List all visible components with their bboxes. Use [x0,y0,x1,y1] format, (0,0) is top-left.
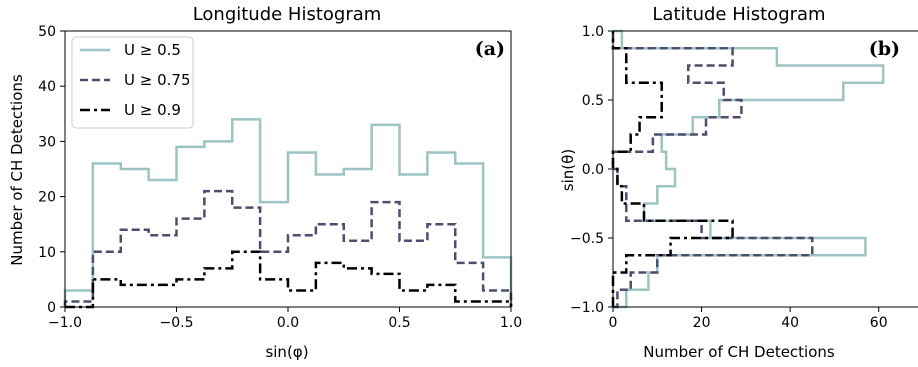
latitude-y-tick-label: 0.0 [582,162,604,178]
longitude-plot-frame [64,30,512,308]
longitude-x-tick-label: 0.5 [388,315,410,331]
latitude-series-0-step-line [613,29,885,309]
longitude-y-tick-label: 20 [38,190,56,206]
panel-label-a: (a) [475,38,505,60]
latitude-x-tick-label: 0 [609,315,618,331]
latitude-y-tick-label: 0.5 [582,93,604,109]
latitude-plot-frame [612,30,918,308]
latitude-y-tick-label: −1.0 [570,300,604,316]
latitude-x-axis-label: Number of CH Detections [643,343,835,361]
longitude-y-axis-label: Number of CH Detections [8,74,26,266]
latitude-x-tick-label: 60 [870,315,888,331]
longitude-y-tick-label: 10 [38,245,56,261]
latitude-x-tick-label: 20 [693,315,711,331]
longitude-histogram-panel: Longitude Histogram sin(φ) Number of CH … [8,4,522,361]
legend-label-u075: U ≥ 0.75 [124,71,190,89]
latitude-chart-title: Latitude Histogram [652,4,825,25]
longitude-x-tick-label: −0.5 [160,315,194,331]
longitude-series-1-step-line [63,189,513,307]
longitude-series-2-step-line [65,250,513,309]
longitude-x-axis-label: sin(φ) [265,343,308,361]
legend-box [71,36,194,129]
latitude-y-axis-label: sin(θ) [559,149,577,191]
latitude-series-2-step-line [611,31,734,307]
longitude-y-tick-label: 40 [38,79,56,95]
longitude-x-tick-label: 1.0 [500,315,522,331]
panel-label-b: (b) [869,38,900,60]
longitude-y-tick-label: 0 [47,300,56,316]
legend-label-u09: U ≥ 0.9 [124,101,181,119]
latitude-y-tick-label: −0.5 [570,231,604,247]
latitude-series-1-step-line [611,31,814,309]
longitude-chart-title: Longitude Histogram [193,4,382,25]
longitude-y-tick-label: 50 [38,24,56,40]
longitude-series-0-step-line [63,118,513,307]
longitude-y-tick-label: 30 [38,134,56,150]
legend-label-u05: U ≥ 0.5 [124,41,181,59]
longitude-x-tick-label: −1.0 [48,315,82,331]
latitude-histogram-panel: Latitude Histogram Number of CH Detectio… [559,4,918,361]
legend: U ≥ 0.5 U ≥ 0.75 U ≥ 0.9 [71,36,194,129]
latitude-y-tick-label: 1.0 [582,24,604,40]
latitude-x-tick-label: 40 [781,315,799,331]
longitude-x-tick-label: 0.0 [277,315,299,331]
